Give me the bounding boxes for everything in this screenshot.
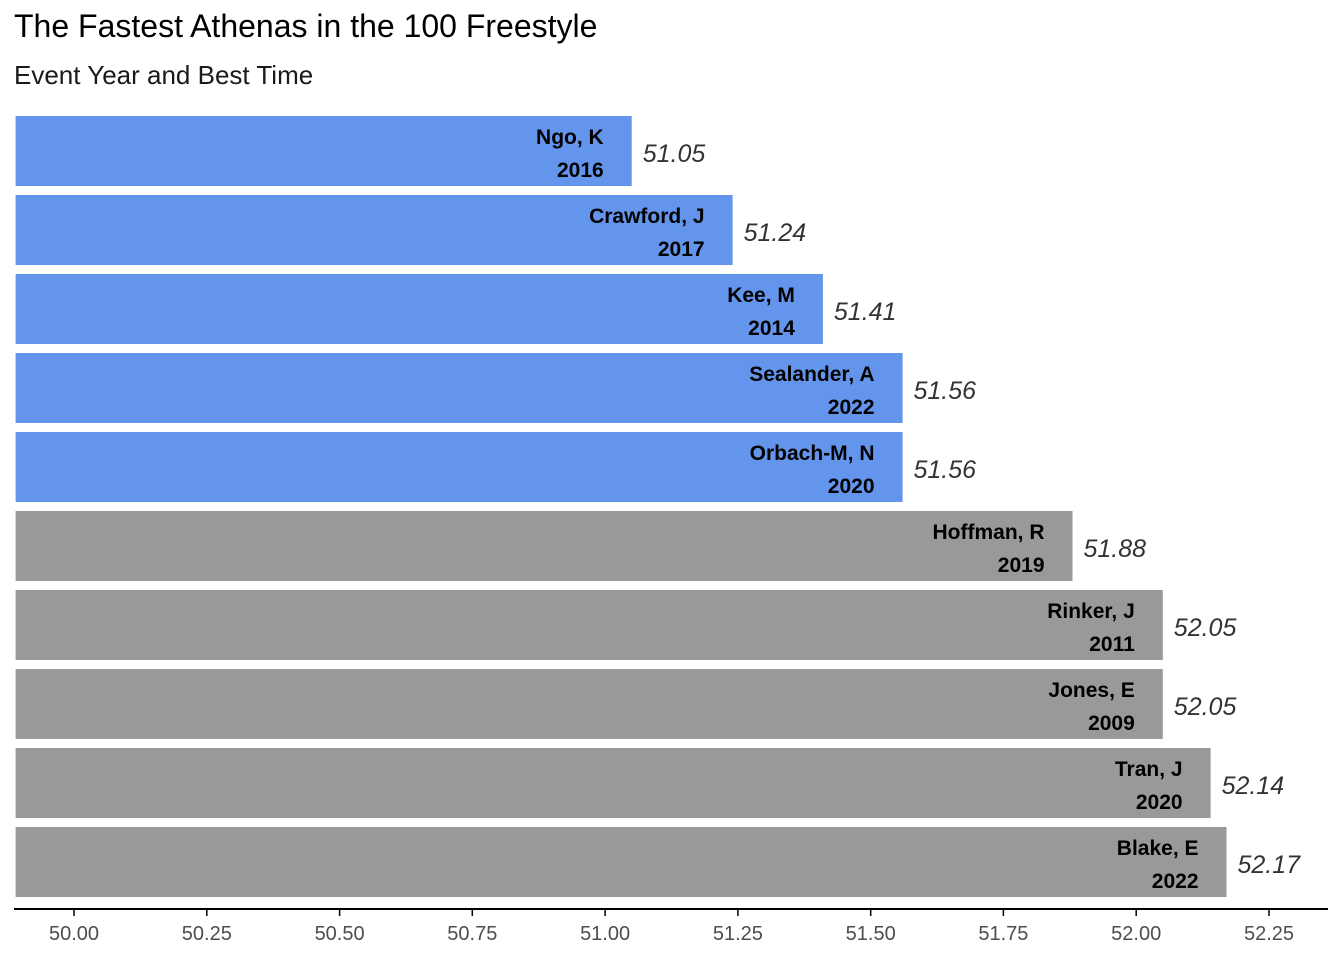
bar-name-label: Kee, M xyxy=(727,284,795,307)
x-tick-label: 52.00 xyxy=(1111,923,1161,945)
bar-time-label: 52.17 xyxy=(1238,851,1302,879)
bar-year-label: 2020 xyxy=(828,475,875,498)
bar-time-label: 51.56 xyxy=(914,456,977,484)
bar-name-label: Crawford, J xyxy=(589,205,705,228)
x-tick-label: 50.00 xyxy=(49,923,99,945)
bar-item: Crawford, J 2017 51.24 xyxy=(15,195,807,265)
bar-name-label: Tran, J xyxy=(1115,758,1183,781)
bar-year-label: 2017 xyxy=(658,238,705,261)
x-tick-label: 52.25 xyxy=(1244,923,1294,945)
bar xyxy=(15,511,1073,581)
bar-item: Rinker, J 2011 52.05 xyxy=(15,590,1237,660)
x-tick-label: 51.50 xyxy=(846,923,896,945)
bar-time-label: 52.05 xyxy=(1174,614,1237,642)
bar-name-label: Rinker, J xyxy=(1047,600,1135,623)
bar-item: Sealander, A 2022 51.56 xyxy=(15,353,977,423)
bar xyxy=(15,748,1211,818)
bar-time-label: 52.14 xyxy=(1222,772,1285,800)
bar-name-label: Sealander, A xyxy=(749,363,874,386)
x-tick-label: 50.25 xyxy=(182,923,232,945)
bar-item: Hoffman, R 2019 51.88 xyxy=(15,511,1147,581)
bar-item: Orbach-M, N 2020 51.56 xyxy=(15,432,977,502)
bar-year-label: 2011 xyxy=(1089,633,1135,656)
bar-item: Ngo, K 2016 51.05 xyxy=(15,116,706,186)
x-tick-label: 51.25 xyxy=(713,923,763,945)
bar-item: Tran, J 2020 52.14 xyxy=(15,748,1285,818)
bar-item: Kee, M 2014 51.41 xyxy=(15,274,897,344)
bar xyxy=(15,274,823,344)
bar-name-label: Hoffman, R xyxy=(933,521,1045,544)
chart-subtitle: Event Year and Best Time xyxy=(14,60,314,90)
bars-group: Ngo, K 2016 51.05 Crawford, J 2017 51.24 Kee, … xyxy=(15,116,1302,897)
bar-name-label: Ngo, K xyxy=(536,126,604,149)
bar-year-label: 2022 xyxy=(828,396,875,419)
x-axis: 50.00 50.25 50.50 50.75 51.00 51.25 51.50 51.75… xyxy=(14,908,1328,945)
chart-title: The Fastest Athenas in the 100 Freestyle xyxy=(14,8,598,44)
bar-year-label: 2009 xyxy=(1088,712,1135,735)
bar-time-label: 51.24 xyxy=(744,219,807,247)
bar-item: Blake, E 2022 52.17 xyxy=(15,827,1302,897)
x-tick-label: 50.50 xyxy=(315,923,365,945)
bar xyxy=(15,432,903,502)
bar-name-label: Orbach-M, N xyxy=(750,442,875,465)
bar xyxy=(15,116,632,186)
bar-year-label: 2014 xyxy=(748,317,795,340)
bar-year-label: 2019 xyxy=(998,554,1045,577)
x-tick-label: 50.75 xyxy=(447,923,497,945)
bar-time-label: 51.88 xyxy=(1084,535,1147,563)
bar-year-label: 2016 xyxy=(557,159,604,182)
bar-year-label: 2020 xyxy=(1136,791,1183,814)
bar-item: Jones, E 2009 52.05 xyxy=(15,669,1237,739)
bar-time-label: 51.05 xyxy=(643,140,706,168)
x-tick-label: 51.00 xyxy=(580,923,630,945)
bar xyxy=(15,590,1163,660)
bar xyxy=(15,353,903,423)
bar-time-label: 52.05 xyxy=(1174,693,1237,721)
x-tick-label: 51.75 xyxy=(978,923,1028,945)
bar xyxy=(15,827,1227,897)
bar-time-label: 51.56 xyxy=(914,377,977,405)
bar-year-label: 2022 xyxy=(1152,870,1199,893)
bar-name-label: Jones, E xyxy=(1048,679,1134,702)
bar-time-label: 51.41 xyxy=(834,298,897,326)
bar-name-label: Blake, E xyxy=(1117,837,1199,860)
bar xyxy=(15,195,733,265)
bar xyxy=(15,669,1163,739)
